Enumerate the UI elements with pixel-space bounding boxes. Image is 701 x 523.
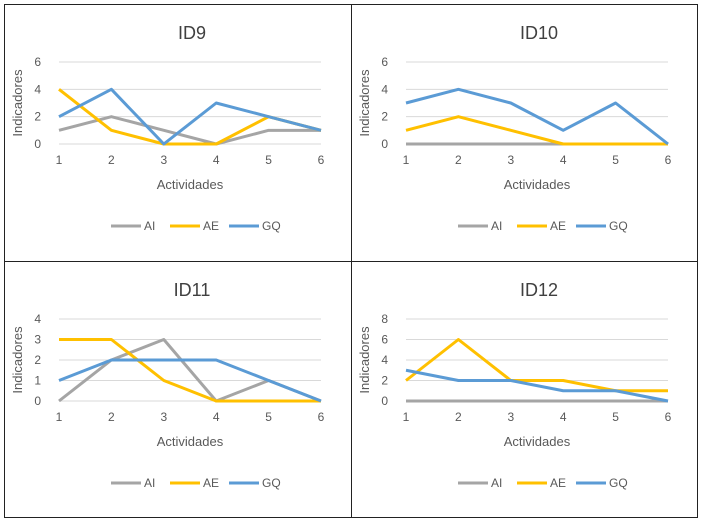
x-axis-label: Actividades xyxy=(504,434,571,449)
chart-grid: ID9 0 2 4 6 1 2 3 4 5 6 Actividades Indicadores AI AE G… xyxy=(4,4,698,518)
y-tick-label: 6 xyxy=(381,333,388,347)
series-line-gq xyxy=(58,358,322,403)
legend-label-gq: GQ xyxy=(609,476,628,490)
legend-label-ae: AE xyxy=(203,476,219,490)
legend-label-ae: AE xyxy=(550,476,566,490)
y-tick-label: 0 xyxy=(381,394,388,408)
y-tick-label: 4 xyxy=(381,82,388,96)
chart-title: ID11 xyxy=(174,280,211,300)
x-tick-label: 6 xyxy=(318,153,325,167)
y-tick-label: 4 xyxy=(34,82,41,96)
x-tick-label: 4 xyxy=(560,153,567,167)
line-chart-svg: ID12 0 2 4 6 8 1 2 3 4 5 6 Actividades Indicadores AI A… xyxy=(357,280,672,490)
chart-panel-id11: ID11 0 1 2 3 4 1 2 3 4 5 6 Actividades Indicadores AI A… xyxy=(5,261,352,518)
x-tick-label: 5 xyxy=(265,153,272,167)
x-axis-label: Actividades xyxy=(157,177,224,192)
x-tick-label: 4 xyxy=(213,153,220,167)
legend-label-gq: GQ xyxy=(262,219,281,233)
x-tick-label: 6 xyxy=(318,410,325,424)
series-line-ae xyxy=(405,338,668,393)
y-axis-label: Indicadores xyxy=(357,326,372,394)
y-tick-label: 3 xyxy=(34,333,41,347)
x-tick-label: 5 xyxy=(265,410,272,424)
chart-panel-id10: ID10 0 2 4 6 1 2 3 4 5 6 Actividades Indicadores AI AE… xyxy=(351,5,698,262)
series-line-gq xyxy=(405,368,669,403)
series-line-ai xyxy=(58,115,321,146)
series-line-gq xyxy=(58,87,322,146)
x-tick-label: 3 xyxy=(507,410,514,424)
x-tick-label: 2 xyxy=(455,153,462,167)
y-tick-label: 4 xyxy=(34,312,41,326)
y-tick-label: 1 xyxy=(34,374,41,388)
x-tick-label: 2 xyxy=(108,410,115,424)
series-line-gq xyxy=(405,87,669,146)
series-line-ae xyxy=(59,338,321,403)
y-tick-label: 8 xyxy=(381,312,388,326)
y-tick-label: 2 xyxy=(34,110,41,124)
chart-panel-id12: ID12 0 2 4 6 8 1 2 3 4 5 6 Actividades Indicadores AI A… xyxy=(351,261,698,518)
x-tick-label: 3 xyxy=(160,410,167,424)
x-tick-label: 3 xyxy=(507,153,514,167)
y-tick-label: 0 xyxy=(381,137,388,151)
x-tick-label: 3 xyxy=(160,153,167,167)
line-chart-svg: ID9 0 2 4 6 1 2 3 4 5 6 Actividades Indicadores AI AE G… xyxy=(10,23,325,233)
chart-title: ID12 xyxy=(520,280,558,300)
line-chart-svg: ID10 0 2 4 6 1 2 3 4 5 6 Actividades Indicadores AI AE… xyxy=(357,23,672,233)
x-tick-label: 4 xyxy=(213,410,220,424)
legend-label-gq: GQ xyxy=(609,219,628,233)
x-tick-label: 1 xyxy=(403,153,410,167)
x-tick-label: 2 xyxy=(108,153,115,167)
legend-label-ai: AI xyxy=(144,476,155,490)
y-tick-label: 6 xyxy=(34,55,41,69)
x-axis-label: Actividades xyxy=(157,434,224,449)
series-line-ae xyxy=(405,115,668,146)
x-axis-label: Actividades xyxy=(504,177,571,192)
legend-label-ae: AE xyxy=(203,219,219,233)
legend-label-ai: AI xyxy=(144,219,155,233)
chart-title: ID10 xyxy=(520,23,558,43)
x-tick-label: 6 xyxy=(665,410,672,424)
x-tick-label: 5 xyxy=(612,410,619,424)
x-tick-label: 1 xyxy=(56,410,63,424)
y-axis-label: Indicadores xyxy=(357,69,372,137)
legend-label-ai: AI xyxy=(491,219,502,233)
x-tick-label: 1 xyxy=(403,410,410,424)
x-tick-label: 6 xyxy=(665,153,672,167)
legend-label-ai: AI xyxy=(491,476,502,490)
x-tick-label: 5 xyxy=(612,153,619,167)
y-tick-label: 4 xyxy=(381,353,388,367)
x-tick-label: 4 xyxy=(560,410,567,424)
y-tick-label: 2 xyxy=(34,353,41,367)
y-tick-label: 6 xyxy=(381,55,388,69)
y-axis-label: Indicadores xyxy=(10,69,25,137)
chart-title: ID9 xyxy=(178,23,206,43)
x-tick-label: 1 xyxy=(56,153,63,167)
legend-label-ae: AE xyxy=(550,219,566,233)
legend-label-gq: GQ xyxy=(262,476,281,490)
line-chart-svg: ID11 0 1 2 3 4 1 2 3 4 5 6 Actividades Indicadores AI A… xyxy=(10,280,325,490)
x-tick-label: 2 xyxy=(455,410,462,424)
y-axis-label: Indicadores xyxy=(10,326,25,394)
y-tick-label: 2 xyxy=(381,374,388,388)
y-tick-label: 2 xyxy=(381,110,388,124)
chart-panel-id9: ID9 0 2 4 6 1 2 3 4 5 6 Actividades Indicadores AI AE G… xyxy=(5,5,352,262)
y-tick-label: 0 xyxy=(34,137,41,151)
y-tick-label: 0 xyxy=(34,394,41,408)
